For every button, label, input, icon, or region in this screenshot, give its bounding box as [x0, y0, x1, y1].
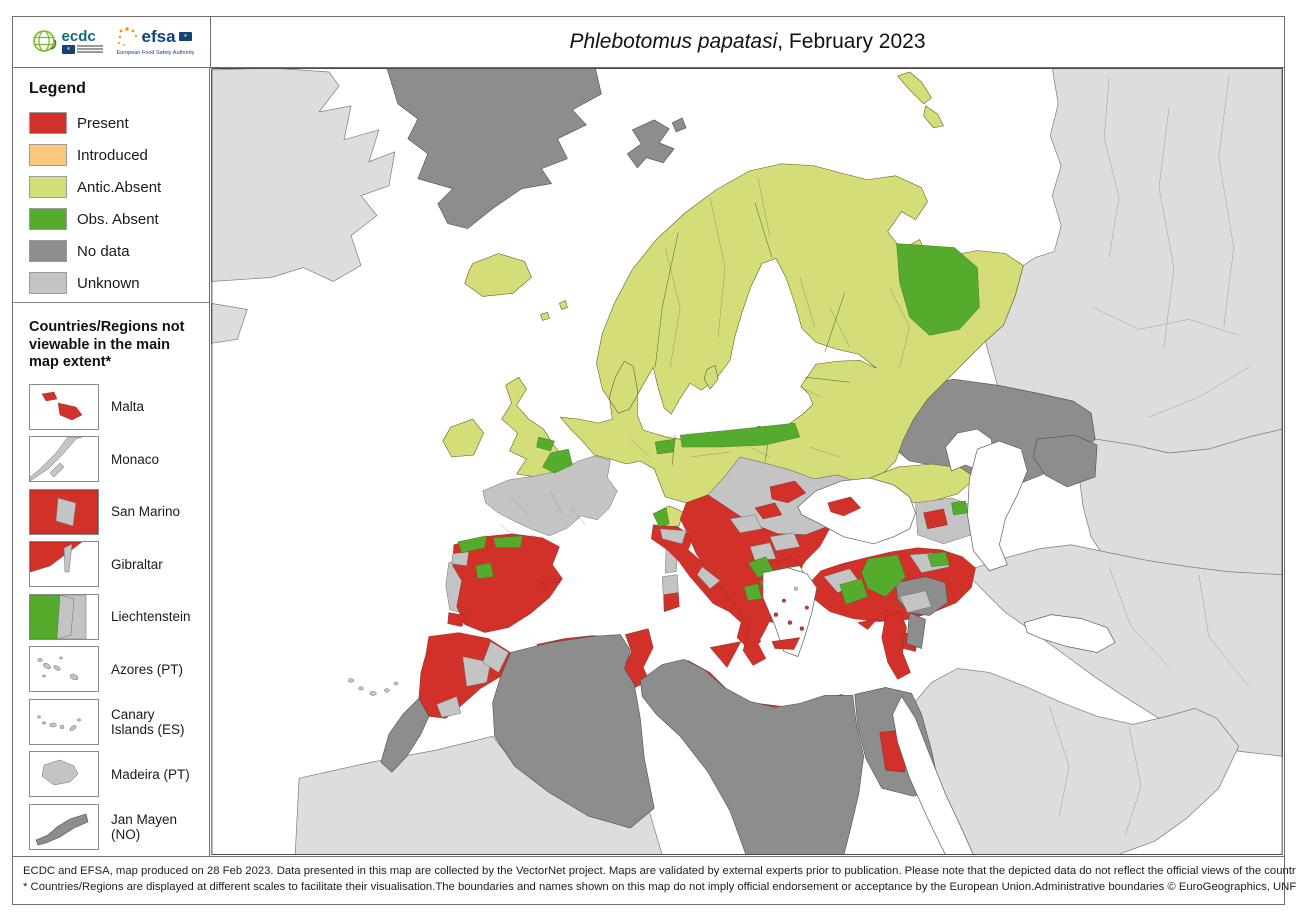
efsa-logo: efsa ★ European Food Safety Authority [116, 26, 195, 58]
list-item-canary: Canary Islands (ES) [29, 698, 201, 745]
thumb-san-marino [29, 488, 99, 535]
thumb-jan-mayen [29, 803, 99, 850]
countries-box: Countries/Regions not viewable in the ma… [13, 303, 209, 856]
thumb-madeira [29, 751, 99, 797]
logo-cell: ecdc ★ efsa ★ [13, 17, 211, 67]
list-item-san-marino: San Marino [29, 488, 201, 535]
distribution-map [211, 68, 1283, 855]
legend-item-antic-absent: Antic.Absent [29, 176, 209, 198]
list-item-monaco: Monaco [29, 436, 201, 482]
swatch-no-data [29, 240, 67, 262]
countries-heading: Countries/Regions not viewable in the ma… [29, 319, 185, 370]
map-area [210, 68, 1284, 856]
map-seas [762, 428, 1116, 855]
footer-line-1: ECDC and EFSA, map produced on 28 Feb 20… [23, 865, 1296, 877]
swatch-present [29, 112, 67, 134]
swatch-obs-absent [29, 208, 67, 230]
efsa-eu-flag-icon: ★ [178, 32, 192, 41]
thumb-canary [29, 698, 99, 745]
header-row: ecdc ★ efsa ★ [13, 17, 1284, 68]
map-islands [347, 496, 879, 696]
legend-heading: Legend [29, 80, 86, 97]
efsa-wordmark: efsa [141, 26, 176, 46]
footer-note: ECDC and EFSA, map produced on 28 Feb 20… [13, 856, 1296, 904]
legend-item-introduced: Introduced [29, 144, 209, 166]
ecdc-eu-flag-icon: ★ [61, 44, 75, 54]
legend-item-no-data: No data [29, 240, 209, 262]
list-item-azores: Azores (PT) [29, 646, 201, 692]
efsa-stars-icon [117, 26, 137, 46]
thumb-malta [29, 383, 99, 430]
thumb-liechtenstein [29, 593, 99, 640]
thumb-gibraltar [29, 541, 99, 587]
main-row: Legend Present Introduced Antic.Absent O… [13, 68, 1284, 856]
swatch-introduced [29, 144, 67, 166]
thumb-azores [29, 646, 99, 692]
report-frame: ecdc ★ efsa ★ [12, 16, 1296, 905]
swatch-unknown [29, 272, 67, 294]
list-item-jan-mayen: Jan Mayen (NO) [29, 803, 201, 850]
efsa-tagline: European Food Safety Authority [116, 49, 195, 56]
list-item-madeira: Madeira (PT) [29, 751, 201, 797]
ecdc-logo: ecdc ★ [29, 27, 103, 57]
list-item-gibraltar: Gibraltar [29, 541, 201, 587]
map-mixed-patches [436, 514, 950, 718]
legend-item-present: Present [29, 112, 209, 134]
title-suffix: , February 2023 [777, 30, 926, 53]
ecdc-microtext [76, 44, 103, 54]
species-name: Phlebotomus papatasi [569, 30, 778, 53]
ecdc-wordmark: ecdc [61, 27, 96, 45]
ecdc-globe-icon [32, 30, 56, 52]
swatch-antic-absent [29, 176, 67, 198]
legend-box: Legend Present Introduced Antic.Absent O… [13, 68, 209, 303]
legend-item-unknown: Unknown [29, 272, 209, 294]
list-item-liechtenstein: Liechtenstein [29, 593, 201, 640]
sidebar: Legend Present Introduced Antic.Absent O… [13, 68, 210, 856]
map-out-of-scope-regions [211, 68, 1283, 855]
map-title: Phlebotomus papatasi, February 2023 [211, 17, 1284, 67]
thumb-monaco [29, 436, 99, 482]
list-item-malta: Malta [29, 383, 201, 430]
legend-item-obs-absent: Obs. Absent [29, 208, 209, 230]
footer-line-2: * Countries/Regions are displayed at dif… [23, 880, 1296, 893]
